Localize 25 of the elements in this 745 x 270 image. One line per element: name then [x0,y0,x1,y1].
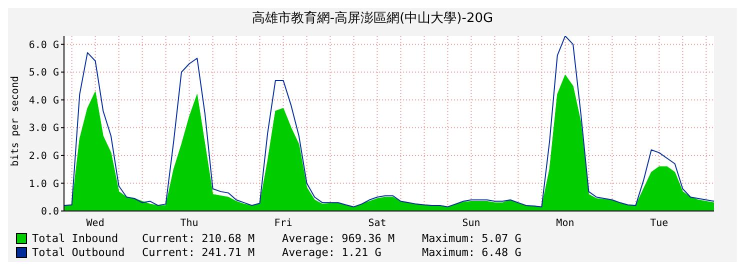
x-tick-label: Fri [274,218,292,230]
chart-title: 高雄市教育網-高屏澎區網(中山大學)-20G [250,10,494,28]
y-tick-label: 1.0 G [28,178,59,190]
text: Average: 1.21 G [282,246,382,258]
y-tick-label: 6.0 G [28,40,59,51]
text: Maximum: 6.48 G [422,246,522,258]
legend-label: Total Inbound [32,232,120,244]
text: Average: 969.36 M [282,232,396,244]
text: Current: 241.71 M [142,246,256,258]
y-tick-label: 2.0 G [28,150,59,162]
text: Current: 210.68 M [142,232,256,244]
x-tick-label: Sat [368,218,386,230]
x-tick-label: Tue [650,218,668,230]
x-tick-label: Mon [556,218,574,230]
y-tick-label: 4.0 G [28,95,59,106]
y-tick-label: 0.0 [40,206,59,218]
y-axis-title: bits per second [10,76,20,166]
x-tick-label: Wed [86,218,104,230]
text: Maximum: 5.07 G [422,232,522,244]
legend-label: Total Outbound [32,246,126,258]
x-tick-label: Thu [180,218,198,230]
y-tick-label: 5.0 G [28,68,59,79]
line-series [64,36,714,208]
y-tick-label: 3.0 G [28,123,59,134]
x-tick-label: Sun [462,218,480,230]
